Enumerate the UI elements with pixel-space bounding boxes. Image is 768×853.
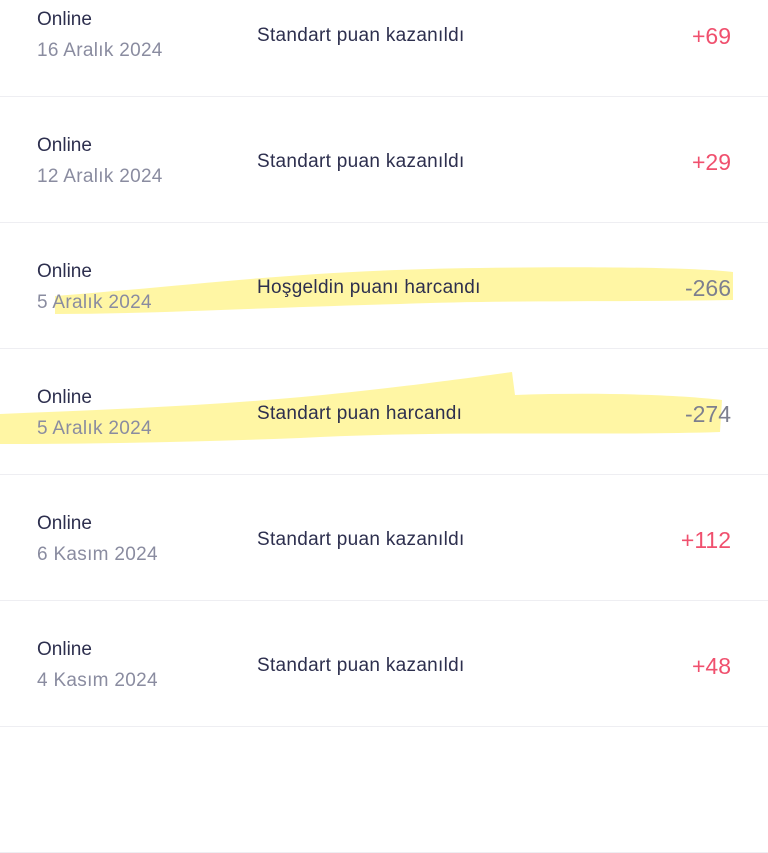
transaction-channel: Online	[37, 513, 92, 534]
transaction-date: 6 Kasım 2024	[37, 544, 158, 565]
transaction-date: 5 Aralık 2024	[37, 292, 152, 313]
transaction-row: Online 5 Aralık 2024 Hoşgeldin puanı harca…	[0, 223, 768, 349]
transaction-amount: +48	[691, 653, 731, 679]
transaction-description: Hoşgeldin puanı harcandı	[257, 277, 481, 298]
transaction-description: Standart puan harcandı	[257, 403, 463, 424]
transaction-amount: +29	[691, 149, 731, 175]
transaction-row-partial	[0, 727, 768, 853]
transaction-date: 5 Aralık 2024	[37, 418, 152, 439]
transaction-row: Online 12 Aralık 2024 Standart puan kazanı…	[0, 97, 768, 223]
transaction-amount: -274	[684, 401, 731, 427]
transaction-amount: +112	[680, 527, 731, 553]
transaction-row: Online 4 Kasım 2024 Standart puan kazanıld…	[0, 601, 768, 727]
transaction-date: 4 Kasım 2024	[37, 670, 158, 691]
transaction-channel: Online	[37, 261, 92, 282]
transaction-row: Online 16 Aralık 2024 Standart puan kazanı…	[0, 0, 768, 97]
transaction-row: Online 5 Aralık 2024 Standart puan harcand…	[0, 349, 768, 475]
transaction-date: 12 Aralık 2024	[37, 166, 163, 187]
transaction-channel: Online	[37, 639, 92, 660]
transaction-channel: Online	[37, 387, 92, 408]
transaction-description: Standart puan kazanıldı	[257, 151, 465, 172]
transaction-description: Standart puan kazanıldı	[257, 529, 465, 550]
transaction-channel: Online	[37, 9, 92, 30]
transaction-row: Online 6 Kasım 2024 Standart puan kazanıld…	[0, 475, 768, 601]
transaction-amount: +69	[691, 23, 731, 49]
transaction-amount: -266	[684, 275, 731, 301]
transaction-channel: Online	[37, 135, 92, 156]
transaction-description: Standart puan kazanıldı	[257, 25, 465, 46]
transaction-description: Standart puan kazanıldı	[257, 655, 465, 676]
transaction-date: 16 Aralık 2024	[37, 40, 163, 61]
